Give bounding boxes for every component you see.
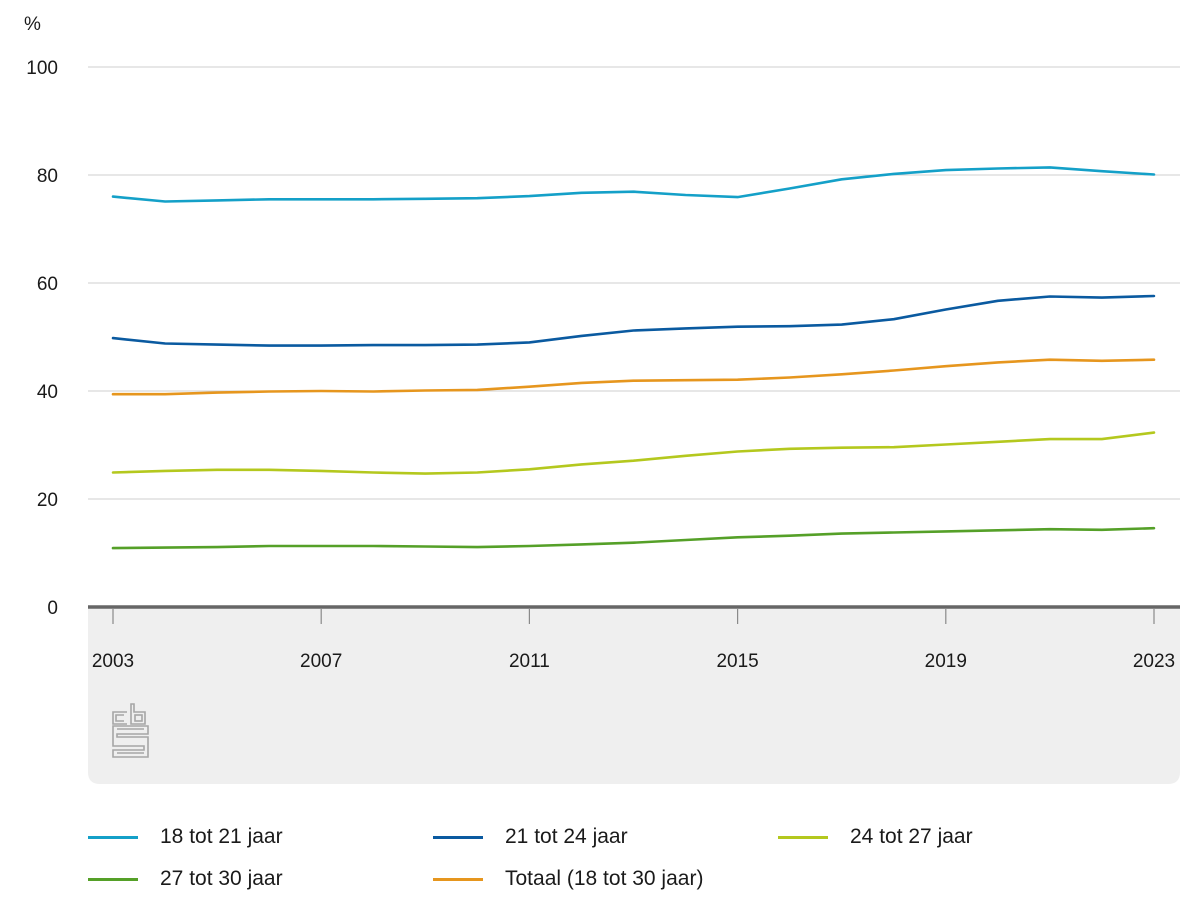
legend-item[interactable]: Totaal (18 tot 30 jaar) bbox=[433, 864, 778, 894]
legend-item[interactable]: 18 tot 21 jaar bbox=[88, 822, 433, 852]
y-tick-label: 40 bbox=[37, 382, 58, 403]
x-axis: 2003 2007 2011 2015 2019 2023 bbox=[88, 605, 1180, 672]
legend-item[interactable]: 24 tot 27 jaar bbox=[778, 822, 1123, 852]
x-tick-label: 2007 bbox=[300, 651, 342, 672]
legend-label: Totaal (18 tot 30 jaar) bbox=[505, 867, 704, 890]
legend-label: 24 tot 27 jaar bbox=[850, 825, 973, 848]
legend: 18 tot 21 jaar 21 tot 24 jaar 24 tot 27 ja… bbox=[88, 822, 1148, 894]
series-line-1 bbox=[111, 166, 1156, 203]
y-tick-label: 80 bbox=[37, 166, 58, 187]
y-tick-label: 60 bbox=[37, 274, 58, 295]
x-axis-panel bbox=[88, 607, 1180, 784]
y-tick-label: 20 bbox=[37, 490, 58, 511]
cbs-logo bbox=[112, 703, 149, 758]
y-tick-label: 100 bbox=[26, 58, 58, 79]
legend-label: 27 tot 30 jaar bbox=[160, 867, 283, 890]
legend-swatch bbox=[88, 877, 138, 881]
y-axis-unit-label: % bbox=[24, 14, 41, 35]
series-line-2 bbox=[111, 294, 1156, 347]
x-tick-label: 2019 bbox=[925, 651, 967, 672]
x-tick-label: 2023 bbox=[1133, 651, 1175, 672]
series-line-3 bbox=[111, 431, 1156, 475]
x-tick-label: 2011 bbox=[509, 651, 550, 672]
y-axis: 0 20 40 60 80 100 bbox=[26, 58, 58, 619]
series-line-4 bbox=[111, 526, 1156, 550]
legend-swatch bbox=[778, 835, 828, 839]
x-tick-label: 2015 bbox=[716, 651, 758, 672]
y-tick-label: 0 bbox=[47, 598, 58, 619]
legend-item[interactable]: 21 tot 24 jaar bbox=[433, 822, 778, 852]
legend-swatch bbox=[433, 835, 483, 839]
grid-lines bbox=[88, 66, 1180, 500]
series-line-5 bbox=[111, 358, 1156, 396]
legend-label: 18 tot 21 jaar bbox=[160, 825, 283, 848]
legend-swatch bbox=[433, 877, 483, 881]
legend-label: 21 tot 24 jaar bbox=[505, 825, 628, 848]
legend-swatch bbox=[88, 835, 138, 839]
x-tick-label: 2003 bbox=[92, 651, 134, 672]
series-lines bbox=[111, 166, 1156, 550]
legend-item[interactable]: 27 tot 30 jaar bbox=[88, 864, 433, 894]
